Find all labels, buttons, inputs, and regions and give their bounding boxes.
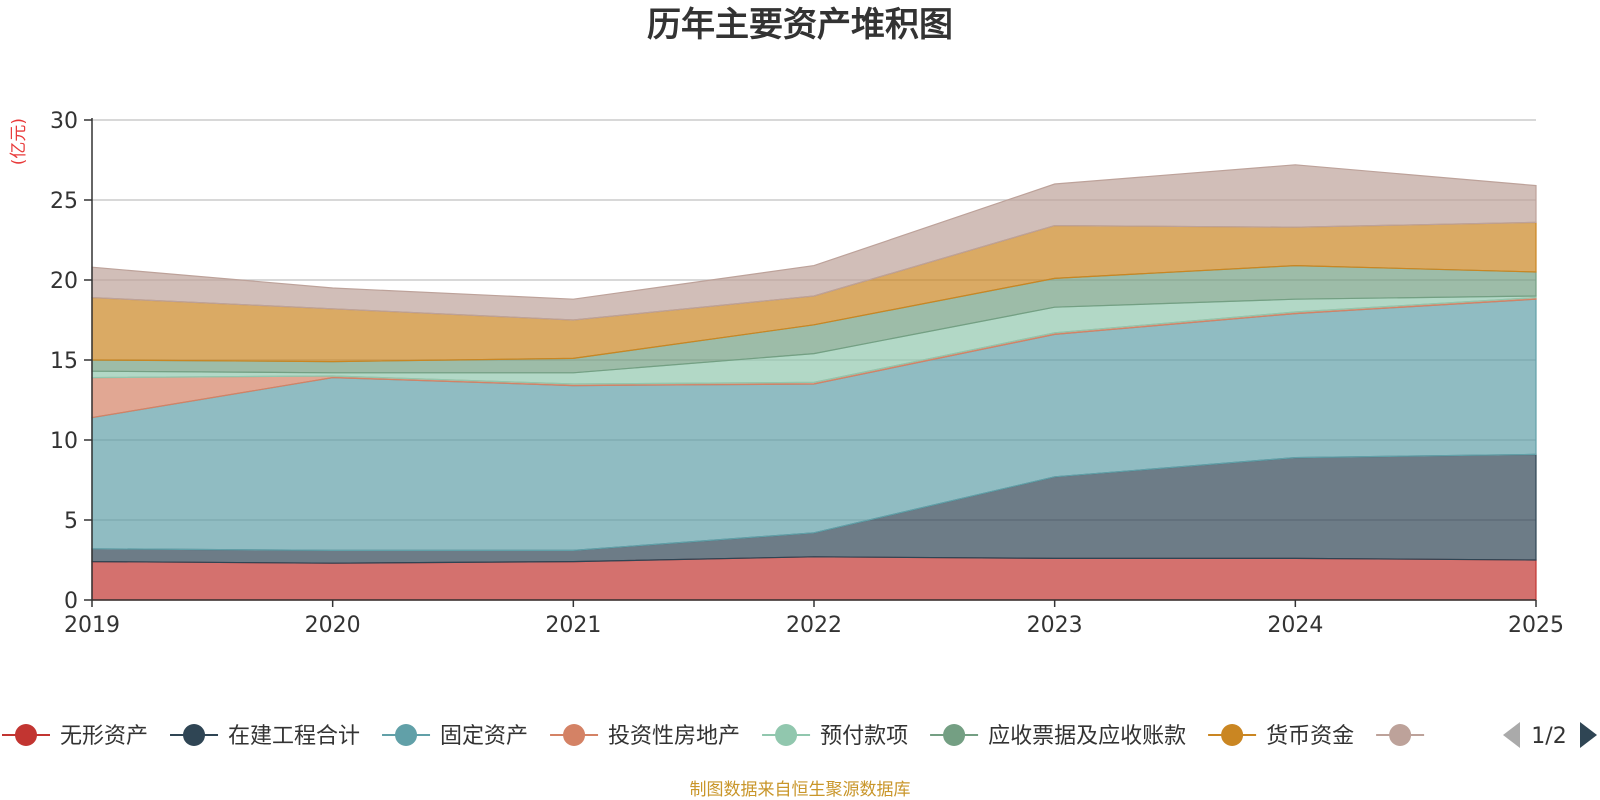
- legend-items: 无形资产 在建工程合计 固定资产 投资性房地产 预付款项 应收票据及应收账款 货币资金: [2, 724, 1425, 749]
- legend-item[interactable]: 无形资产: [2, 724, 148, 749]
- legend: 无形资产 在建工程合计 固定资产 投资性房地产 预付款项 应收票据及应收账款 货币资金: [2, 724, 1425, 749]
- legend-marker-icon: [775, 724, 798, 746]
- y-axis-unit: (亿元): [9, 118, 29, 165]
- y-tick-label: 5: [64, 509, 78, 534]
- legend-label: 无形资产: [60, 724, 148, 749]
- legend-label: 投资性房地产: [608, 724, 740, 749]
- x-tick-label: 2019: [64, 613, 120, 638]
- legend-marker-icon: [395, 724, 418, 746]
- x-tick-label: 2020: [305, 613, 361, 638]
- y-tick-label: 10: [50, 429, 78, 454]
- legend-item[interactable]: 应收票据及应收账款: [930, 724, 1186, 749]
- x-tick-label: 2025: [1508, 613, 1564, 638]
- legend-item[interactable]: 在建工程合计: [170, 724, 360, 749]
- legend-pager: 1/2: [1503, 722, 1597, 749]
- legend-marker-icon: [1389, 724, 1412, 746]
- y-tick-label: 30: [50, 109, 78, 134]
- legend-marker-icon: [1221, 724, 1244, 746]
- legend-item[interactable]: 货币资金: [1208, 724, 1354, 749]
- y-tick-label: 15: [50, 349, 78, 374]
- legend-next-icon[interactable]: [1580, 722, 1597, 748]
- legend-page-indicator: 1/2: [1531, 724, 1566, 749]
- legend-marker-icon: [943, 724, 966, 746]
- area-8: [91, 164, 1537, 321]
- legend-label: 货币资金: [1266, 724, 1354, 749]
- x-tick-label: 2023: [1027, 613, 1083, 638]
- y-tick-label: 20: [50, 269, 78, 294]
- legend-label: 预付款项: [820, 724, 908, 749]
- x-tick-label: 2021: [545, 613, 601, 638]
- legend-item[interactable]: 预付款项: [762, 724, 908, 749]
- chart-title: 历年主要资产堆积图: [647, 5, 953, 45]
- data-source-note: 制图数据来自恒生聚源数据库: [690, 780, 911, 800]
- y-tick-label: 25: [50, 189, 78, 214]
- legend-marker-icon: [563, 724, 586, 746]
- legend-item[interactable]: [1376, 724, 1425, 746]
- legend-label: 应收票据及应收账款: [988, 724, 1186, 749]
- legend-item[interactable]: 固定资产: [382, 724, 528, 749]
- legend-label: 固定资产: [440, 724, 528, 749]
- legend-marker-icon: [15, 724, 37, 746]
- x-tick-label: 2024: [1267, 613, 1323, 638]
- legend-item[interactable]: 投资性房地产: [550, 724, 740, 749]
- area-series: [91, 164, 1537, 601]
- legend-marker-icon: [183, 724, 206, 746]
- legend-label: 在建工程合计: [228, 724, 360, 749]
- legend-prev-icon[interactable]: [1503, 722, 1520, 748]
- y-tick-label: 0: [64, 589, 78, 614]
- x-tick-label: 2022: [786, 613, 842, 638]
